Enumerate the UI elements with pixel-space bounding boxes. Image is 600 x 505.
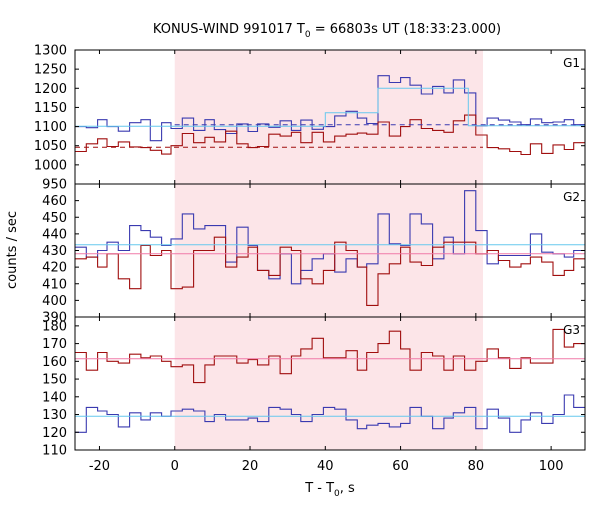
y-tick-label: 440 xyxy=(42,227,67,242)
y-tick-label: 420 xyxy=(42,261,67,276)
y-tick-label: 130 xyxy=(42,408,67,423)
x-tick-label: -20 xyxy=(89,459,110,474)
y-tick-label: 160 xyxy=(42,355,67,370)
y-axis-title: counts / sec xyxy=(5,211,20,289)
y-tick-label: 950 xyxy=(42,178,67,193)
y-tick-label: 1050 xyxy=(34,139,67,154)
panel-label: G1 xyxy=(563,56,580,70)
y-tick-label: 180 xyxy=(42,319,67,334)
g3-series-blue xyxy=(75,394,585,433)
y-tick-label: 1000 xyxy=(34,158,67,173)
y-tick-label: 170 xyxy=(42,337,67,352)
highlight-layer xyxy=(174,50,483,450)
highlight-interval xyxy=(174,50,483,450)
x-tick-label: 80 xyxy=(468,459,485,474)
y-tick-label: 150 xyxy=(42,373,67,388)
g1-fit-line-0 xyxy=(75,87,585,127)
panel-label: G3 xyxy=(563,323,580,337)
y-tick-label: 430 xyxy=(42,244,67,259)
y-tick-label: 410 xyxy=(42,277,67,292)
panel-label: G2 xyxy=(563,190,580,204)
y-tick-label: 390 xyxy=(42,311,67,326)
x-tick-label: 60 xyxy=(392,459,409,474)
y-tick-label: 400 xyxy=(42,294,67,309)
x-tick-label: 40 xyxy=(317,459,334,474)
chart-title: KONUS-WIND 991017 T0 = 66803s UT (18:33:… xyxy=(153,22,501,40)
g3-series-red xyxy=(75,328,585,384)
text-layer: KONUS-WIND 991017 T0 = 66803s UT (18:33:… xyxy=(5,22,580,499)
y-tick-label: 450 xyxy=(42,211,67,226)
y-tick-label: 1300 xyxy=(34,44,67,59)
y-tick-label: 1250 xyxy=(34,63,67,78)
y-tick-label: 120 xyxy=(42,426,67,441)
g1-series-red xyxy=(75,114,585,156)
g2-series-red xyxy=(75,236,585,306)
y-tick-label: 1200 xyxy=(34,82,67,97)
y-tick-label: 1150 xyxy=(34,101,67,116)
g1-series-blue xyxy=(75,75,585,142)
data-layer xyxy=(75,75,585,433)
y-tick-label: 1100 xyxy=(34,120,67,135)
y-tick-label: 110 xyxy=(42,444,67,459)
x-tick-label: 20 xyxy=(242,459,259,474)
x-tick-label: 0 xyxy=(171,459,179,474)
g3-panel-frame xyxy=(74,316,586,451)
x-tick-label: 100 xyxy=(539,459,564,474)
frame-layer xyxy=(74,49,586,451)
y-tick-label: 460 xyxy=(42,194,67,209)
y-tick-label: 140 xyxy=(42,390,67,405)
x-axis-title: T - T0, s xyxy=(304,481,355,499)
